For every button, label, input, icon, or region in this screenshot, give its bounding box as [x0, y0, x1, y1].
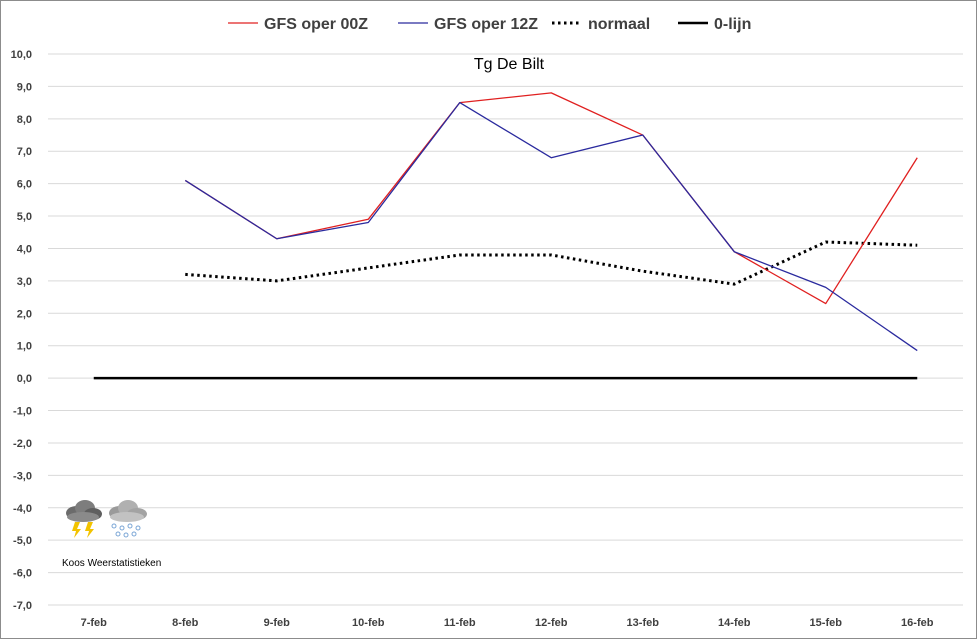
series-lines: [93, 92, 918, 380]
thunderstorm-cloud-icon: [66, 500, 102, 538]
x-tick-label: 10-feb: [352, 617, 385, 629]
x-tick-label: 12-feb: [535, 617, 568, 629]
x-tick-label: 13-feb: [627, 617, 660, 629]
y-tick-label: 5,0: [17, 211, 32, 223]
legend-label: 0-lijn: [714, 16, 751, 33]
x-tick-label: 9-feb: [264, 617, 291, 629]
series-line-normaal: [185, 240, 918, 286]
chart-title: Tg De Bilt: [474, 56, 545, 73]
y-tick-label: 0,0: [17, 373, 32, 385]
y-tick-label: 3,0: [17, 276, 32, 288]
y-tick-label: 8,0: [17, 114, 32, 126]
y-tick-label: -5,0: [13, 535, 32, 547]
series-line-gfs-oper-00z: [184, 92, 918, 305]
gridlines: [48, 53, 963, 606]
y-tick-label: -6,0: [13, 568, 32, 580]
x-tick-label: 11-feb: [444, 617, 476, 629]
x-tick-label: 16-feb: [901, 617, 934, 629]
y-tick-label: 9,0: [17, 81, 32, 93]
x-tick-label: 14-feb: [718, 617, 751, 629]
y-tick-label: 1,0: [17, 341, 32, 353]
legend-label: GFS oper 00Z: [264, 16, 368, 33]
y-axis-tick-labels: 10,0 9,0 8,0 7,0 6,0 5,0 4,0 3,0 2,0 1,0 0,0 -1,0 -2…: [11, 49, 32, 612]
y-tick-label: -1,0: [13, 406, 32, 418]
series-line-gfs-oper-12z: [184, 101, 918, 352]
legend-label: GFS oper 12Z: [434, 16, 538, 33]
y-tick-label: 2,0: [17, 308, 32, 320]
watermark-text: Koos Weerstatistieken: [62, 558, 161, 569]
y-tick-label: -2,0: [13, 438, 32, 450]
legend: GFS oper 00Z GFS oper 12Z normaal 0-lijn: [228, 16, 751, 33]
y-tick-label: 10,0: [11, 49, 32, 61]
legend-label: normaal: [588, 16, 650, 33]
y-tick-label: 7,0: [17, 146, 32, 158]
hail-cloud-icon: [109, 500, 147, 538]
x-tick-label: 15-feb: [810, 617, 843, 629]
watermark: Koos Weerstatistieken: [62, 500, 161, 569]
x-tick-label: 8-feb: [172, 617, 199, 629]
y-tick-label: 6,0: [17, 179, 32, 191]
x-tick-label: 7-feb: [81, 617, 108, 629]
y-tick-label: -7,0: [13, 600, 32, 612]
x-axis-tick-labels: 7-feb 8-feb 9-feb 10-feb 11-feb 12-feb 13-feb 1…: [81, 617, 934, 629]
y-tick-label: 4,0: [17, 243, 32, 255]
y-tick-label: -4,0: [13, 503, 32, 515]
y-tick-label: -3,0: [13, 470, 32, 482]
